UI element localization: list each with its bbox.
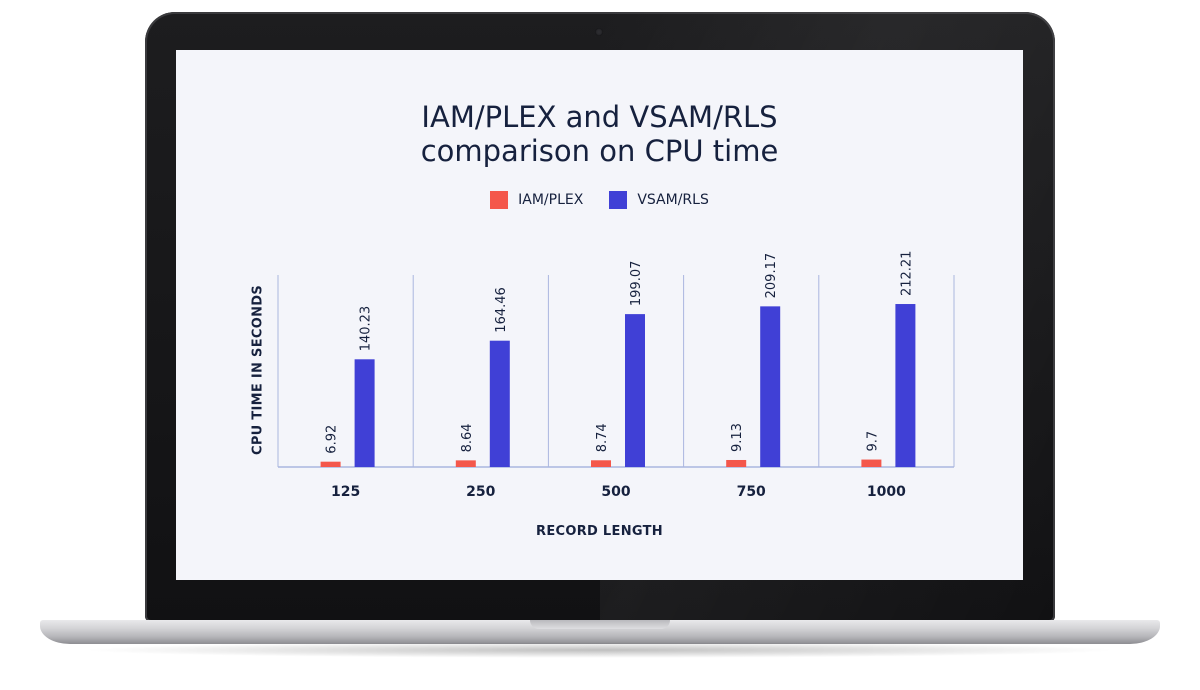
- data-label-iam-plex-250: 8.64: [460, 423, 475, 452]
- laptop-screen: IAM/PLEX and VSAM/RLS comparison on CPU …: [176, 50, 1023, 580]
- laptop-notch: [530, 620, 670, 629]
- chart-title-line-2: comparison on CPU time: [420, 134, 779, 168]
- bar-vsam-rls-750: [760, 306, 781, 467]
- data-label-vsam-rls-250: 164.46: [494, 287, 509, 333]
- x-tick-label-250: 250: [466, 484, 495, 500]
- laptop-shadow: [80, 642, 1120, 658]
- legend-item-iam-plex: IAM/PLEX: [490, 191, 583, 209]
- x-tick-label-750: 750: [737, 484, 766, 500]
- x-tick-label-1000: 1000: [867, 484, 906, 500]
- legend-label-vsam-rls: VSAM/RLS: [637, 192, 709, 208]
- x-tick-label-500: 500: [601, 484, 630, 500]
- camera-icon: [595, 28, 603, 36]
- bar-vsam-rls-125: [354, 359, 375, 467]
- bar-iam-plex-250: [455, 460, 476, 467]
- chart-legend: IAM/PLEX VSAM/RLS: [176, 191, 1023, 209]
- data-label-vsam-rls-500: 199.07: [629, 261, 644, 307]
- bar-vsam-rls-500: [625, 314, 645, 467]
- data-label-iam-plex-500: 8.74: [595, 423, 610, 452]
- bar-iam-plex-1000: [861, 459, 882, 467]
- legend-item-vsam-rls: VSAM/RLS: [609, 191, 709, 209]
- data-label-vsam-rls-1000: 212.21: [899, 251, 914, 296]
- legend-swatch-iam-plex: [490, 191, 509, 209]
- data-label-vsam-rls-125: 140.23: [359, 306, 374, 352]
- data-label-iam-plex-1000: 9.7: [865, 431, 880, 452]
- legend-label-iam-plex: IAM/PLEX: [518, 192, 584, 208]
- bar-vsam-rls-1000: [895, 304, 916, 467]
- bar-iam-plex-500: [591, 460, 611, 467]
- bar-iam-plex-125: [320, 461, 341, 467]
- x-tick-label-125: 125: [331, 484, 360, 500]
- data-label-iam-plex-750: 9.13: [730, 423, 745, 452]
- data-label-iam-plex-125: 6.92: [325, 425, 340, 454]
- x-axis-label: RECORD LENGTH: [536, 524, 663, 539]
- data-label-vsam-rls-750: 209.17: [764, 253, 779, 298]
- chart-title-line-1: IAM/PLEX and VSAM/RLS: [421, 100, 778, 134]
- legend-swatch-vsam-rls: [609, 191, 628, 209]
- bar-iam-plex-750: [726, 459, 747, 467]
- bar-vsam-rls-250: [489, 340, 510, 467]
- bar-chart-plot: 125 6.92 140.23 250 8.64 164.46 500 8.74 199.07 7…: [277, 251, 955, 500]
